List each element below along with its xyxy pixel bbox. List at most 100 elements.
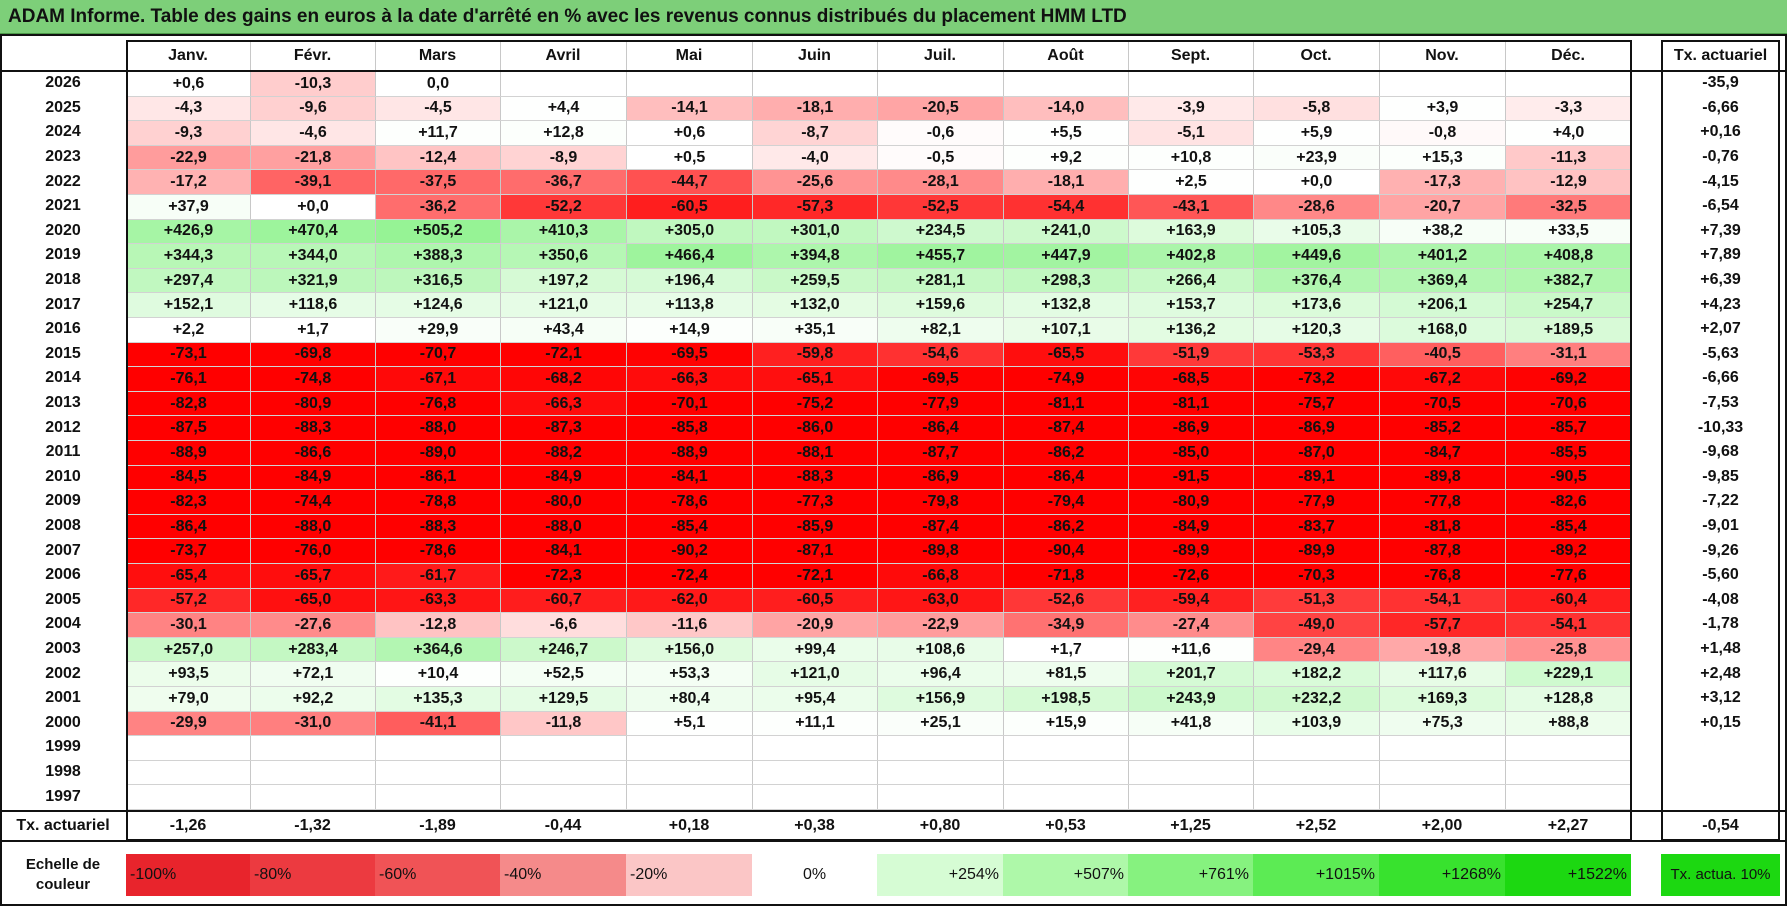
table-cell: -69,5 bbox=[627, 342, 752, 367]
year-label: 2015 bbox=[45, 344, 81, 362]
table-cell: -88,0 bbox=[376, 416, 500, 440]
table-cell: +449,6 bbox=[1254, 244, 1379, 268]
table-cell: -18,1 bbox=[753, 96, 877, 121]
table-cell: -71,8 bbox=[1004, 564, 1128, 588]
table-cell: -66,3 bbox=[501, 391, 626, 416]
rate-cell: -0,76 bbox=[1702, 148, 1739, 166]
rate-cell: -6,54 bbox=[1702, 197, 1739, 215]
table-cell: -87,4 bbox=[1004, 416, 1128, 440]
month-header: Mars bbox=[418, 46, 457, 64]
table-cell: -74,8 bbox=[251, 367, 375, 391]
table-cell bbox=[1004, 785, 1128, 809]
table-cell: -20,9 bbox=[753, 613, 877, 637]
table-cell: -89,9 bbox=[1254, 539, 1379, 563]
table-cell: +198,5 bbox=[1004, 687, 1128, 711]
footer-cell: -1,26 bbox=[169, 817, 207, 834]
table-cell: -73,2 bbox=[1254, 367, 1379, 391]
table-cell: -65,4 bbox=[127, 564, 250, 588]
table-cell: -4,5 bbox=[376, 96, 500, 121]
table-cell: +3,9 bbox=[1380, 96, 1505, 121]
table-cell: -4,3 bbox=[127, 96, 250, 121]
table-cell: -52,6 bbox=[1004, 588, 1128, 613]
table-cell bbox=[127, 736, 250, 760]
table-cell bbox=[1004, 736, 1128, 760]
table-cell bbox=[1506, 736, 1631, 760]
table-cell: -86,1 bbox=[376, 465, 500, 490]
year-label: 2007 bbox=[45, 541, 81, 559]
year-label: 1997 bbox=[45, 787, 81, 805]
rate-cell: +6,39 bbox=[1700, 271, 1741, 289]
table-cell: +394,8 bbox=[753, 244, 877, 268]
table-cell: -77,9 bbox=[1254, 490, 1379, 514]
table-cell: -37,5 bbox=[376, 170, 500, 194]
table-cell: +344,3 bbox=[127, 244, 250, 268]
table-cell: -28,6 bbox=[1254, 195, 1379, 219]
table-cell: +14,9 bbox=[627, 318, 752, 342]
table-cell bbox=[878, 760, 1003, 785]
table-cell: -84,5 bbox=[127, 465, 250, 490]
legend-swatch: +254% bbox=[877, 854, 1003, 896]
table-cell: +382,7 bbox=[1506, 268, 1631, 293]
table-cell: +52,5 bbox=[501, 662, 626, 686]
table-cell: -27,4 bbox=[1129, 613, 1253, 637]
table-cell: +156,0 bbox=[627, 637, 752, 662]
table-cell bbox=[251, 736, 375, 760]
table-cell: -19,8 bbox=[1380, 637, 1505, 662]
table-cell bbox=[878, 785, 1003, 809]
table-cell: +426,9 bbox=[127, 219, 250, 244]
table-cell: -54,4 bbox=[1004, 195, 1128, 219]
table-cell: +243,9 bbox=[1129, 687, 1253, 711]
table-cell: -84,9 bbox=[251, 465, 375, 490]
table-cell: +15,9 bbox=[1004, 711, 1128, 736]
table-cell: -85,4 bbox=[627, 514, 752, 539]
month-header: Janv. bbox=[168, 46, 208, 64]
table-cell: -75,2 bbox=[753, 391, 877, 416]
rate-cell: +3,12 bbox=[1700, 689, 1741, 707]
table-cell bbox=[1129, 736, 1253, 760]
table-cell: -59,4 bbox=[1129, 588, 1253, 613]
table-cell bbox=[1380, 72, 1505, 96]
footer-cell: +0,38 bbox=[794, 817, 835, 834]
table-cell bbox=[501, 785, 626, 809]
table-cell: -85,5 bbox=[1506, 441, 1631, 465]
table-cell: -66,3 bbox=[627, 367, 752, 391]
table-cell bbox=[1254, 760, 1379, 785]
table-cell: +281,1 bbox=[878, 268, 1003, 293]
legend-swatch: +1522% bbox=[1505, 854, 1631, 896]
table-cell: +108,6 bbox=[878, 637, 1003, 662]
year-label: 2022 bbox=[45, 172, 81, 190]
table-cell: -87,1 bbox=[753, 539, 877, 563]
table-cell: -9,3 bbox=[127, 121, 250, 145]
table-cell: +136,2 bbox=[1129, 318, 1253, 342]
table-cell bbox=[753, 72, 877, 96]
table-cell: -21,8 bbox=[251, 145, 375, 170]
table-cell: +9,2 bbox=[1004, 145, 1128, 170]
table-cell: +81,5 bbox=[1004, 662, 1128, 686]
year-label: 2019 bbox=[45, 246, 81, 264]
table-cell: -82,6 bbox=[1506, 490, 1631, 514]
table-cell: +0,6 bbox=[127, 72, 250, 96]
year-label: 2018 bbox=[45, 271, 81, 289]
rate-cell: +2,07 bbox=[1700, 320, 1741, 338]
legend-swatch: +507% bbox=[1003, 854, 1128, 896]
table-cell: -79,4 bbox=[1004, 490, 1128, 514]
table-cell: -86,4 bbox=[127, 514, 250, 539]
table-cell: -86,6 bbox=[251, 441, 375, 465]
table-cell: -81,1 bbox=[1004, 391, 1128, 416]
table-cell: -14,1 bbox=[627, 96, 752, 121]
table-cell: -86,0 bbox=[753, 416, 877, 440]
table-cell: -65,7 bbox=[251, 564, 375, 588]
table-cell: -22,9 bbox=[878, 613, 1003, 637]
footer-cell: -0,44 bbox=[544, 817, 582, 834]
table-cell bbox=[1004, 72, 1128, 96]
table-cell: -80,9 bbox=[1129, 490, 1253, 514]
table-cell: +93,5 bbox=[127, 662, 250, 686]
table-cell: -76,8 bbox=[376, 391, 500, 416]
table-cell: -77,8 bbox=[1380, 490, 1505, 514]
table-cell: +5,9 bbox=[1254, 121, 1379, 145]
table-cell: -74,9 bbox=[1004, 367, 1128, 391]
table-cell bbox=[501, 760, 626, 785]
table-cell: +197,2 bbox=[501, 268, 626, 293]
rate-cell: +4,23 bbox=[1700, 295, 1741, 313]
table-cell: -72,6 bbox=[1129, 564, 1253, 588]
